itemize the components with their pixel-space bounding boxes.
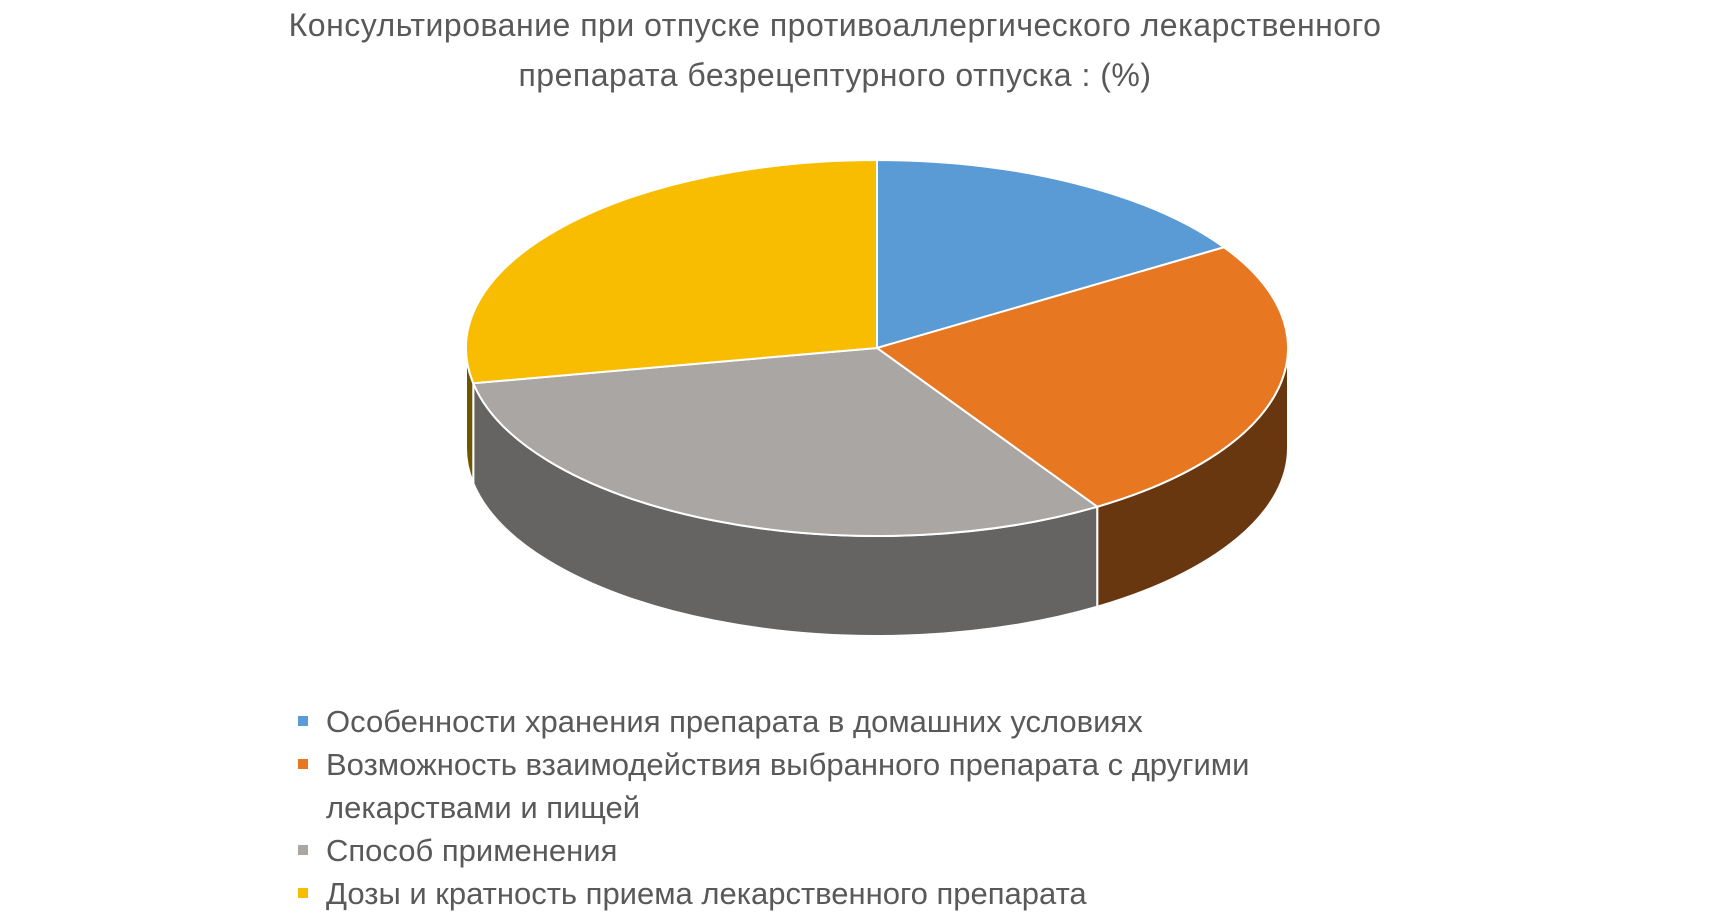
legend-label: Способ применения [326, 833, 618, 868]
legend-item: Способ применения [298, 829, 1418, 872]
legend-item: Возможность взаимодействия выбранного пр… [298, 743, 1418, 829]
legend-swatch [298, 845, 308, 855]
chart-title: Консультирование при отпуске противоалле… [288, 7, 1382, 93]
pie-slice [471, 346, 1100, 537]
legend-item: Особенности хранения препарата в домашни… [298, 700, 1418, 743]
legend: Особенности хранения препарата в домашни… [298, 700, 1418, 915]
pie-slice [876, 158, 1227, 350]
legend-item: Дозы и кратность приема лекарственного п… [298, 872, 1418, 915]
pie-chart [465, 158, 1289, 637]
pie-slice [874, 246, 1289, 508]
legend-label: Возможность взаимодействия выбранного пр… [326, 747, 1250, 825]
legend-label: Дозы и кратность приема лекарственного п… [326, 876, 1087, 911]
legend-label: Особенности хранения препарата в домашни… [326, 704, 1143, 739]
legend-swatch [298, 716, 308, 726]
legend-swatch [298, 888, 308, 898]
pie-slice [465, 158, 878, 385]
legend-swatch [298, 759, 308, 769]
